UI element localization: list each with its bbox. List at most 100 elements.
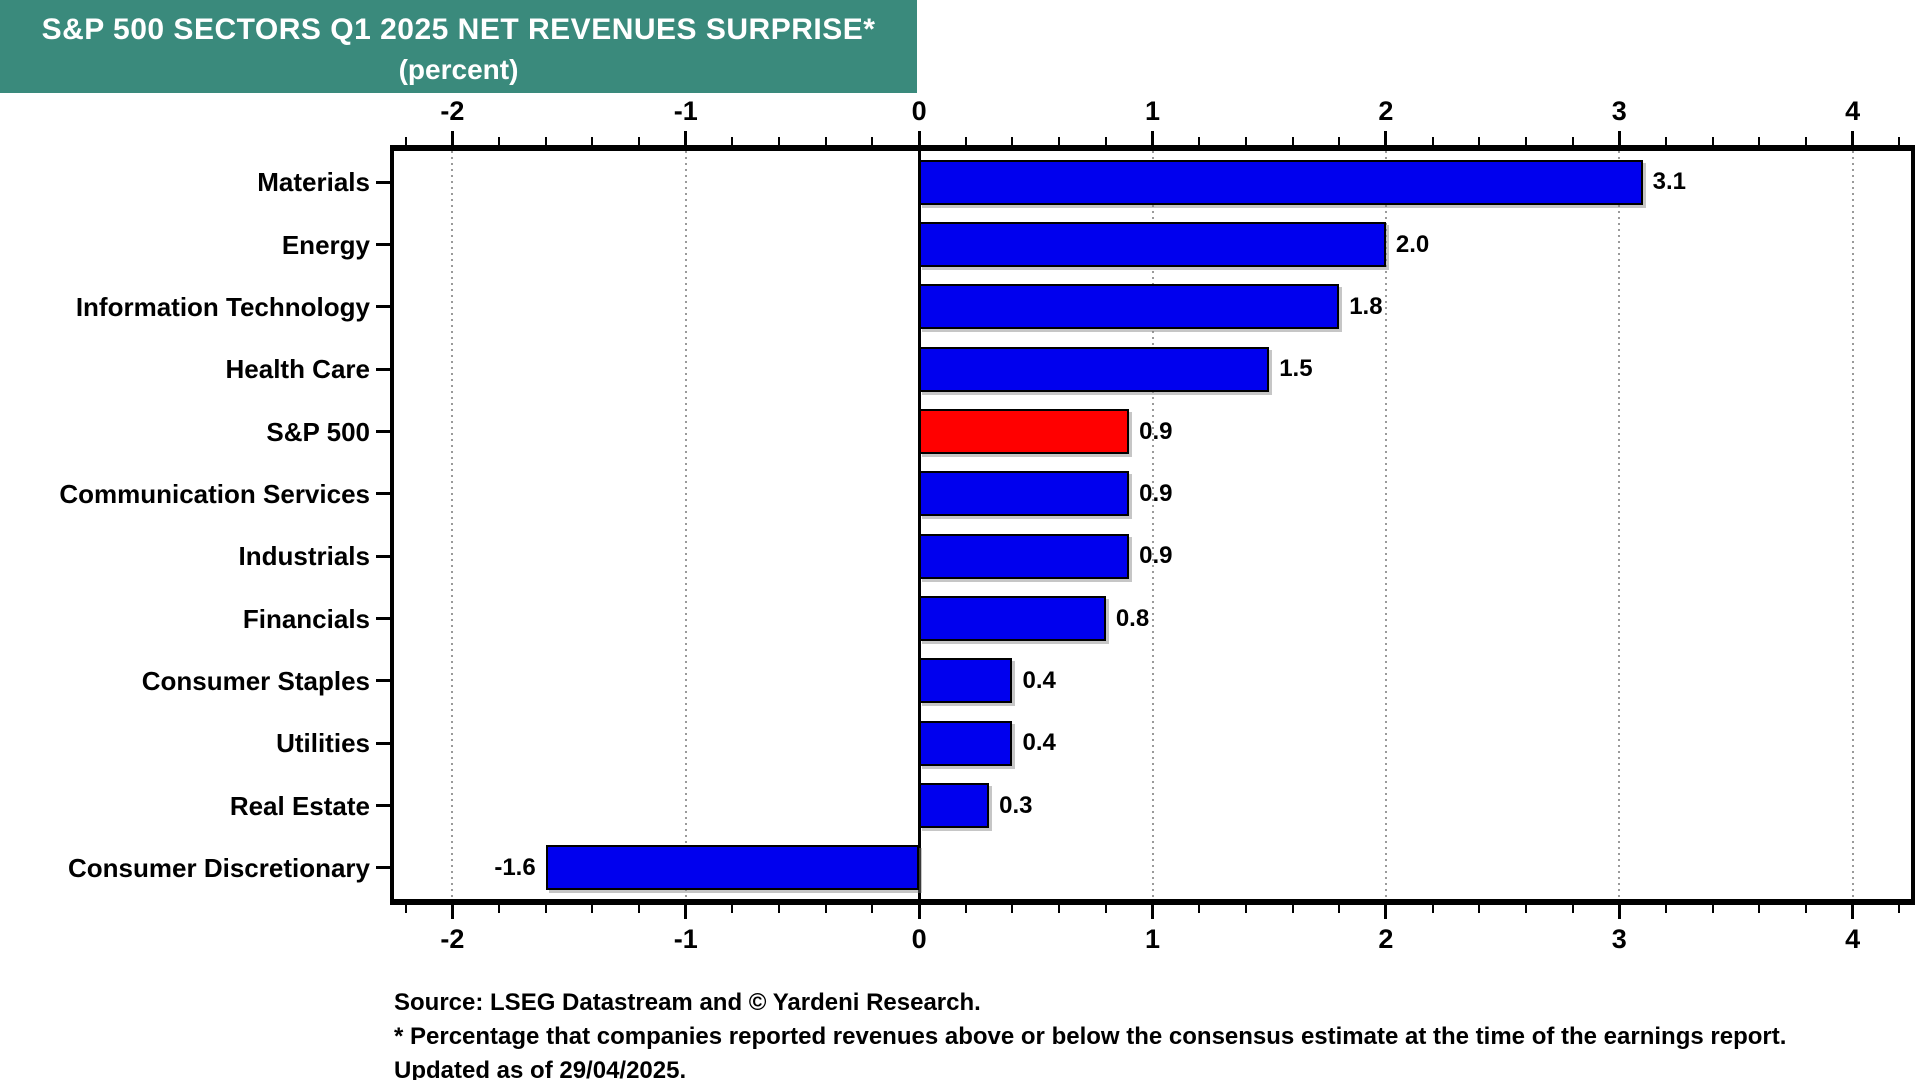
bar-real-estate bbox=[919, 783, 990, 828]
x-minor-tick-top bbox=[871, 137, 874, 145]
y-tick bbox=[376, 492, 390, 496]
gridline bbox=[1384, 151, 1387, 899]
value-label-health-care: 1.5 bbox=[1279, 355, 1313, 383]
x-minor-tick-top bbox=[778, 137, 781, 145]
category-label-consumer-discretionary: Consumer Discretionary bbox=[68, 852, 370, 883]
y-tick bbox=[376, 617, 390, 620]
x-major-tick-bottom bbox=[1151, 905, 1154, 919]
x-tick-label-top: 3 bbox=[1611, 96, 1627, 126]
x-tick-label-bottom: -1 bbox=[673, 924, 698, 954]
bar-s-p-500 bbox=[919, 409, 1130, 454]
chart-title: S&P 500 SECTORS Q1 2025 NET REVENUES SUR… bbox=[41, 13, 876, 46]
gridline bbox=[1618, 151, 1621, 899]
gridline bbox=[451, 151, 454, 899]
x-minor-tick-top bbox=[1244, 137, 1247, 145]
x-minor-tick-top bbox=[1711, 137, 1714, 145]
x-minor-tick-bottom bbox=[544, 905, 547, 913]
value-label-consumer-staples: 0.4 bbox=[1022, 666, 1056, 694]
x-major-tick-top bbox=[1851, 131, 1855, 145]
x-minor-tick-top bbox=[824, 137, 827, 145]
y-tick bbox=[376, 243, 390, 246]
category-label-financials: Financials bbox=[242, 603, 370, 634]
x-minor-tick-top bbox=[1524, 137, 1527, 145]
x-minor-tick-top bbox=[1898, 137, 1901, 145]
bar-health-care bbox=[919, 346, 1270, 392]
x-minor-tick-top bbox=[1104, 137, 1107, 145]
x-minor-tick-top bbox=[1664, 137, 1667, 145]
x-minor-tick-bottom bbox=[1058, 905, 1061, 913]
value-label-energy: 2.0 bbox=[1395, 230, 1430, 258]
x-minor-tick-bottom bbox=[498, 905, 501, 913]
x-minor-tick-top bbox=[591, 137, 594, 145]
x-tick-label-top: 4 bbox=[1845, 96, 1861, 126]
x-minor-tick-bottom bbox=[1198, 905, 1201, 913]
category-label-communication-services: Communication Services bbox=[59, 478, 370, 509]
x-minor-tick-top bbox=[964, 137, 967, 145]
x-minor-tick-bottom bbox=[1571, 905, 1574, 913]
x-major-tick-top bbox=[1151, 131, 1154, 145]
bar-consumer-discretionary bbox=[545, 845, 920, 891]
bar-communication-services bbox=[919, 471, 1130, 517]
category-label-health-care: Health Care bbox=[225, 354, 371, 385]
y-tick bbox=[376, 305, 390, 309]
x-minor-tick-top bbox=[731, 137, 734, 145]
x-minor-tick-top bbox=[1804, 137, 1807, 145]
bar-consumer-staples bbox=[919, 658, 1013, 704]
x-minor-tick-bottom bbox=[404, 905, 407, 913]
category-label-energy: Energy bbox=[281, 229, 370, 260]
y-tick bbox=[376, 367, 390, 371]
x-minor-tick-bottom bbox=[591, 905, 594, 913]
x-tick-label-bottom: -2 bbox=[440, 924, 465, 954]
x-minor-tick-bottom bbox=[638, 905, 641, 913]
y-tick bbox=[376, 180, 390, 184]
footnote: * Percentage that companies reported rev… bbox=[394, 1023, 1787, 1050]
value-label-utilities: 0.4 bbox=[1022, 729, 1056, 757]
x-minor-tick-top bbox=[498, 137, 501, 145]
x-minor-tick-bottom bbox=[1291, 905, 1294, 913]
y-tick bbox=[376, 804, 390, 807]
x-major-tick-bottom bbox=[450, 905, 454, 919]
chart-title-box: S&P 500 SECTORS Q1 2025 NET REVENUES SUR… bbox=[0, 0, 917, 93]
zero-line bbox=[917, 151, 921, 899]
category-label-s-p-500: S&P 500 bbox=[266, 416, 370, 447]
x-minor-tick-top bbox=[1198, 137, 1201, 145]
gridline bbox=[1851, 151, 1854, 899]
value-label-financials: 0.8 bbox=[1115, 604, 1150, 632]
x-minor-tick-top bbox=[1338, 137, 1341, 145]
x-minor-tick-bottom bbox=[871, 905, 874, 913]
bar-energy bbox=[919, 222, 1386, 267]
x-minor-tick-top bbox=[1431, 137, 1434, 145]
x-minor-tick-bottom bbox=[1104, 905, 1107, 913]
x-tick-label-bottom: 3 bbox=[1611, 924, 1627, 954]
x-tick-label-bottom: 4 bbox=[1845, 924, 1861, 954]
x-major-tick-bottom bbox=[1617, 905, 1621, 919]
y-tick bbox=[376, 866, 390, 870]
x-minor-tick-top bbox=[1571, 137, 1574, 145]
x-minor-tick-bottom bbox=[824, 905, 827, 913]
x-minor-tick-top bbox=[1058, 137, 1061, 145]
source-note: Source: LSEG Datastream and © Yardeni Re… bbox=[394, 989, 981, 1016]
x-minor-tick-bottom bbox=[778, 905, 781, 913]
x-minor-tick-bottom bbox=[1898, 905, 1901, 913]
x-major-tick-bottom bbox=[684, 905, 688, 919]
value-label-real-estate: 0.3 bbox=[999, 791, 1033, 819]
x-minor-tick-top bbox=[404, 137, 407, 145]
x-minor-tick-bottom bbox=[1524, 905, 1527, 913]
x-minor-tick-bottom bbox=[1338, 905, 1341, 913]
x-minor-tick-top bbox=[1291, 137, 1294, 145]
category-label-real-estate: Real Estate bbox=[229, 790, 370, 821]
value-label-information-technology: 1.8 bbox=[1349, 292, 1383, 320]
category-label-utilities: Utilities bbox=[276, 728, 370, 759]
x-minor-tick-bottom bbox=[964, 905, 967, 913]
x-major-tick-bottom bbox=[1384, 905, 1388, 919]
x-minor-tick-bottom bbox=[1711, 905, 1714, 913]
bar-industrials bbox=[919, 533, 1130, 579]
updated-note: Updated as of 29/04/2025. bbox=[394, 1057, 687, 1080]
x-tick-label-top: 2 bbox=[1378, 96, 1394, 126]
x-minor-tick-top bbox=[1011, 137, 1014, 145]
x-tick-label-top: -1 bbox=[673, 96, 698, 126]
gridline bbox=[684, 151, 687, 899]
gridline bbox=[1151, 151, 1154, 899]
y-tick bbox=[376, 679, 390, 683]
chart-subtitle: (percent) bbox=[398, 54, 519, 85]
